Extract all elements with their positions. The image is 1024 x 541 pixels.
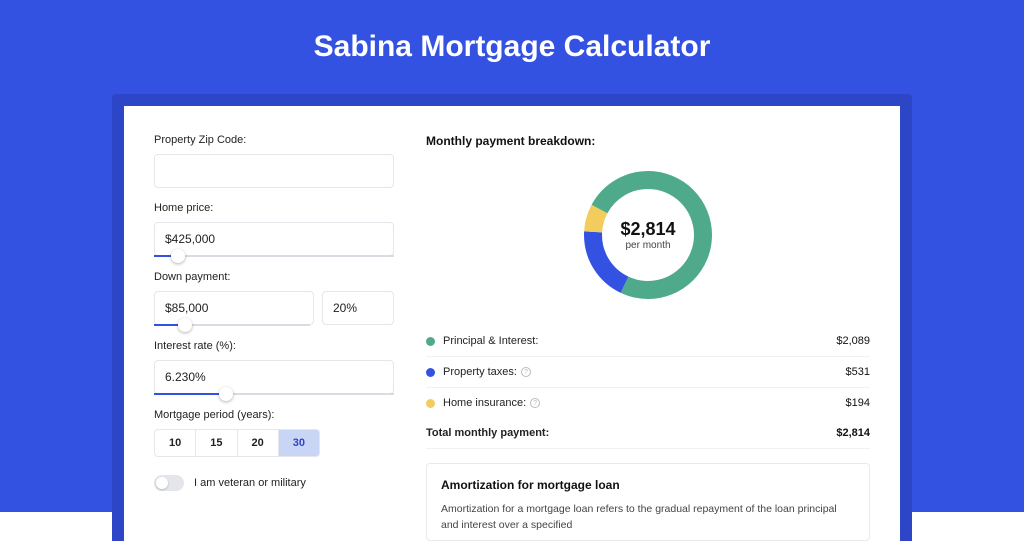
breakdown-row: Home insurance: ?$194 [426, 388, 870, 418]
down-payment-slider-thumb[interactable] [178, 318, 192, 332]
breakdown-row-value: $2,089 [836, 335, 870, 347]
interest-rate-field-group: Interest rate (%): [154, 340, 394, 395]
amortization-box: Amortization for mortgage loan Amortizat… [426, 463, 870, 541]
page-title: Sabina Mortgage Calculator [0, 30, 1024, 64]
breakdown-panel: Monthly payment breakdown: $2,814 per mo… [426, 134, 870, 541]
zip-field-group: Property Zip Code: [154, 134, 394, 188]
donut-sub-label: per month [620, 240, 675, 251]
zip-label: Property Zip Code: [154, 134, 394, 146]
mortgage-period-label: Mortgage period (years): [154, 409, 394, 421]
breakdown-row-label: Principal & Interest: [443, 335, 836, 347]
donut-amount: $2,814 [620, 219, 675, 240]
zip-input[interactable] [154, 154, 394, 188]
down-payment-input[interactable] [154, 291, 314, 325]
interest-rate-label: Interest rate (%): [154, 340, 394, 352]
mortgage-period-option-20[interactable]: 20 [238, 429, 279, 457]
breakdown-row-label: Property taxes: ? [443, 366, 846, 378]
breakdown-row-value: $194 [846, 397, 870, 409]
veteran-toggle[interactable] [154, 475, 184, 491]
breakdown-row: Principal & Interest:$2,089 [426, 326, 870, 357]
home-price-field-group: Home price: [154, 202, 394, 257]
page-background: Sabina Mortgage Calculator Property Zip … [0, 0, 1024, 512]
down-payment-field-group: Down payment: [154, 271, 394, 326]
breakdown-total-label: Total monthly payment: [426, 427, 836, 439]
down-payment-pct-input[interactable] [322, 291, 394, 325]
breakdown-heading: Monthly payment breakdown: [426, 134, 870, 148]
home-price-slider-thumb[interactable] [171, 249, 185, 263]
breakdown-rows: Principal & Interest:$2,089Property taxe… [426, 326, 870, 418]
mortgage-period-option-10[interactable]: 10 [154, 429, 196, 457]
home-price-slider[interactable] [154, 255, 394, 257]
breakdown-row-value: $531 [846, 366, 870, 378]
form-panel: Property Zip Code: Home price: Down paym… [154, 134, 394, 541]
breakdown-row: Property taxes: ?$531 [426, 357, 870, 388]
mortgage-period-option-15[interactable]: 15 [196, 429, 237, 457]
card-backdrop: Property Zip Code: Home price: Down paym… [112, 94, 912, 541]
interest-rate-input[interactable] [154, 360, 394, 394]
mortgage-period-option-30[interactable]: 30 [279, 429, 320, 457]
home-price-input[interactable] [154, 222, 394, 256]
veteran-toggle-label: I am veteran or military [194, 477, 306, 489]
donut-center: $2,814 per month [620, 219, 675, 251]
info-icon[interactable]: ? [521, 367, 531, 377]
breakdown-row-label: Home insurance: ? [443, 397, 846, 409]
interest-rate-slider-thumb[interactable] [219, 387, 233, 401]
mortgage-period-options: 10152030 [154, 429, 394, 457]
info-icon[interactable]: ? [530, 398, 540, 408]
down-payment-slider[interactable] [154, 324, 310, 326]
amortization-body: Amortization for a mortgage loan refers … [441, 502, 855, 534]
color-swatch [426, 368, 435, 377]
down-payment-label: Down payment: [154, 271, 394, 283]
calculator-card: Property Zip Code: Home price: Down paym… [124, 106, 900, 541]
veteran-toggle-row: I am veteran or military [154, 475, 394, 491]
veteran-toggle-knob [156, 477, 168, 489]
color-swatch [426, 399, 435, 408]
home-price-label: Home price: [154, 202, 394, 214]
breakdown-total-row: Total monthly payment: $2,814 [426, 418, 870, 449]
amortization-title: Amortization for mortgage loan [441, 478, 855, 492]
interest-rate-slider-fill [154, 393, 226, 395]
color-swatch [426, 337, 435, 346]
donut-chart-wrap: $2,814 per month [426, 162, 870, 308]
mortgage-period-field-group: Mortgage period (years): 10152030 [154, 409, 394, 457]
breakdown-total-value: $2,814 [836, 427, 870, 439]
interest-rate-slider[interactable] [154, 393, 394, 395]
